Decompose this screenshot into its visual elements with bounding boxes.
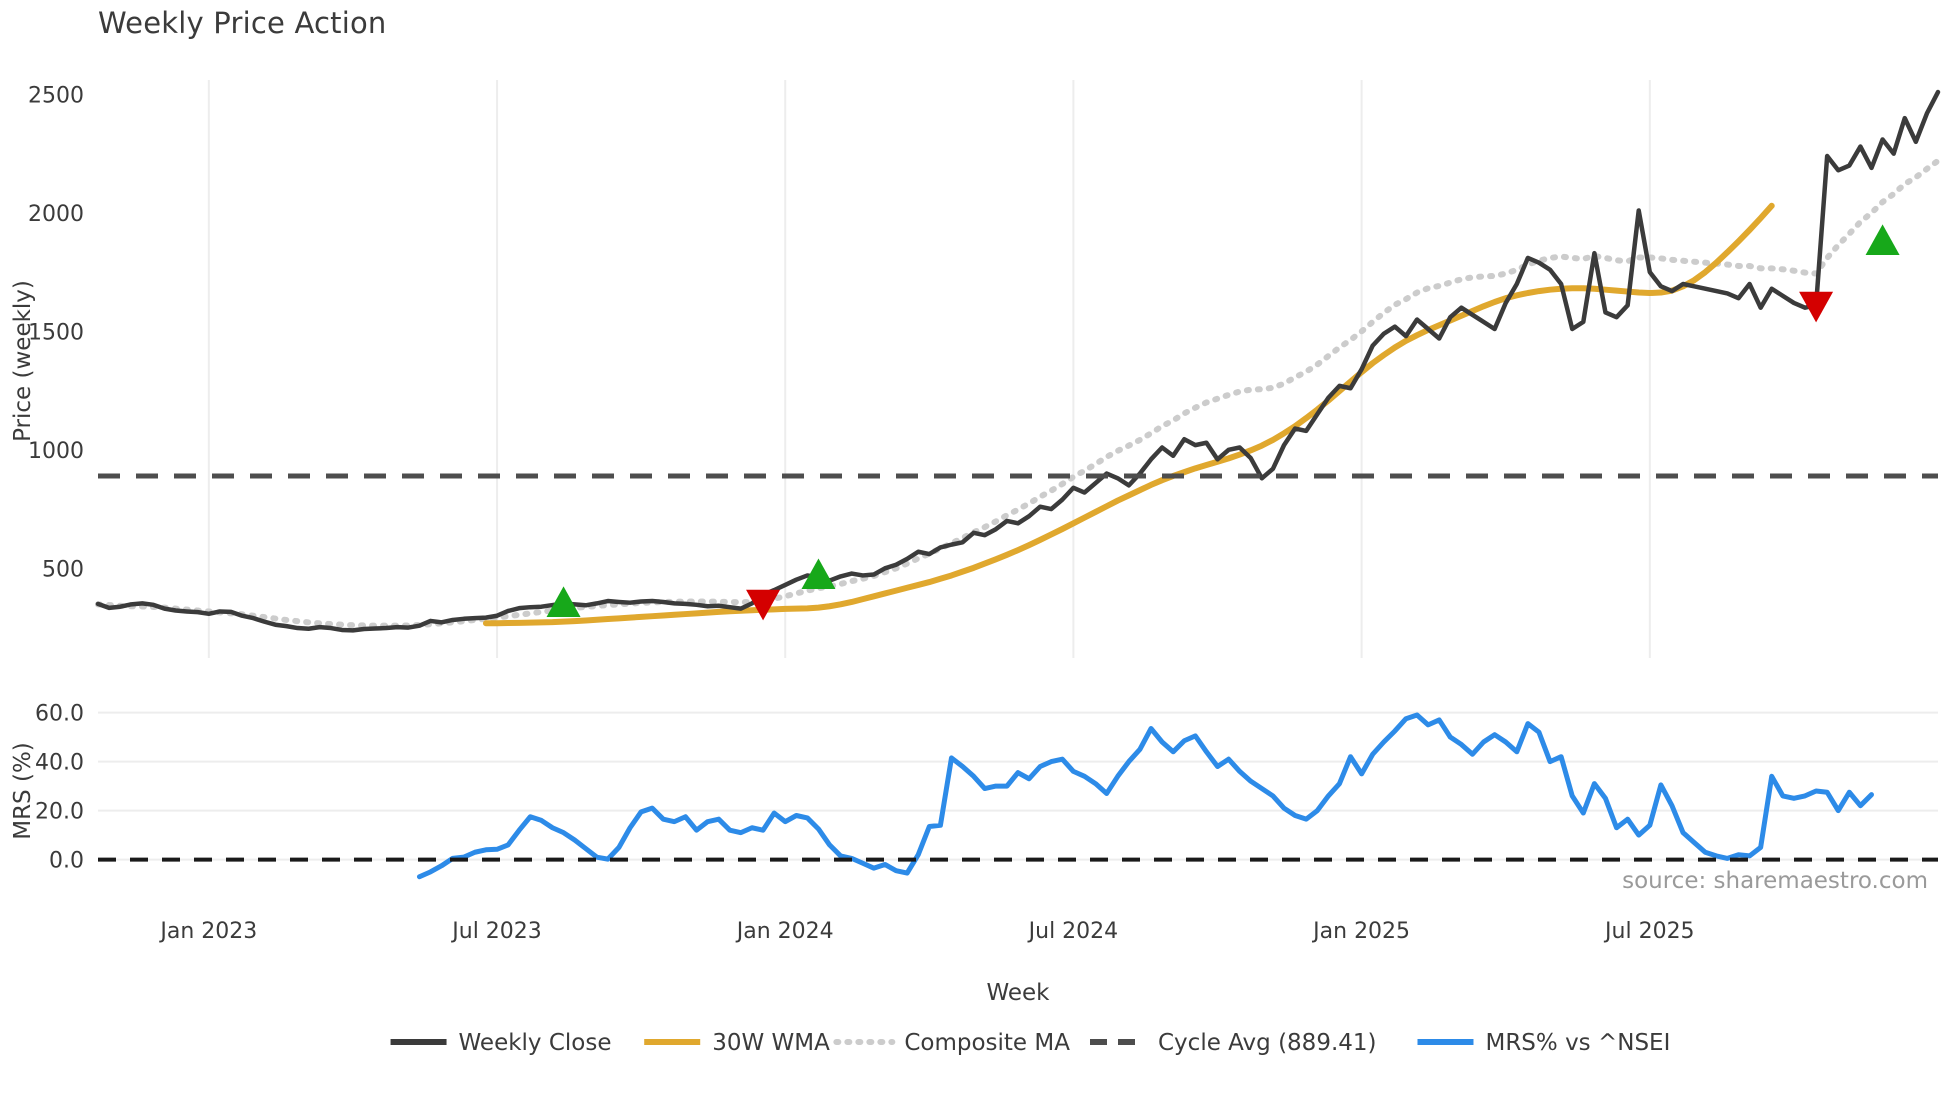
chart-legend: Weekly Close 30W WMA Composite MA Cycle Avg…	[390, 1030, 1670, 1056]
price-ytick-label-4: 2500	[28, 83, 84, 108]
legend-label-3[interactable]: Cycle Avg (889.41)	[1158, 1030, 1377, 1056]
price-yaxis-title: Price (weekly)	[10, 280, 36, 442]
mrs-ytick-label-2: 40.0	[35, 751, 84, 776]
legend-label-1[interactable]: 30W WMA	[712, 1030, 830, 1056]
xtick-label-2: Jan 2024	[735, 919, 834, 944]
mrs-yaxis-title: MRS (%)	[10, 742, 36, 840]
legend-label-2[interactable]: Composite MA	[904, 1030, 1070, 1056]
price-y-axis: 500 1000 1500 2000 2500	[28, 83, 84, 582]
xtick-label-3: Jul 2024	[1027, 919, 1119, 944]
legend-label-4[interactable]: MRS% vs ^NSEI	[1485, 1030, 1670, 1056]
price-ytick-label-1: 1000	[28, 439, 84, 464]
price-gridlines	[207, 80, 1651, 658]
sell-marker-1	[746, 589, 781, 621]
series-mrs-percent	[416, 712, 1874, 880]
mrs-ytick-label-3: 60.0	[35, 702, 84, 727]
buy-marker-4	[1865, 224, 1900, 255]
xaxis-title: Week	[986, 980, 1050, 1006]
series-composite-ma	[95, 157, 1941, 629]
page-title: Weekly Price Action	[98, 6, 387, 40]
price-ytick-label-3: 2000	[28, 202, 84, 227]
price-ytick-label-2: 1500	[28, 320, 84, 345]
xtick-label-1: Jul 2023	[450, 919, 542, 944]
sell-marker-3	[1799, 291, 1834, 323]
mrs-ytick-label-1: 20.0	[35, 800, 84, 825]
series-weekly-close	[95, 89, 1941, 633]
xtick-label-5: Jul 2025	[1603, 919, 1695, 944]
price-series-group	[95, 89, 1941, 633]
signal-markers	[546, 224, 1900, 621]
x-axis: Jan 2023 Jul 2023 Jan 2024 Jul 2024 Jan 2025…	[158, 919, 1694, 944]
watermark-source: source: sharemaestro.com	[1622, 868, 1928, 894]
mrs-ytick-label-0: 0.0	[49, 849, 84, 874]
buy-marker-0	[546, 586, 581, 617]
series-30w-wma	[482, 202, 1775, 627]
xtick-label-4: Jan 2025	[1311, 919, 1410, 944]
buy-marker-2	[801, 558, 836, 590]
mrs-gridlines	[98, 711, 1938, 861]
mrs-y-axis: 0.0 20.0 40.0 60.0	[35, 702, 84, 874]
price-ytick-label-0: 500	[42, 557, 84, 582]
xtick-label-0: Jan 2023	[158, 919, 257, 944]
legend-label-0[interactable]: Weekly Close	[459, 1030, 612, 1056]
